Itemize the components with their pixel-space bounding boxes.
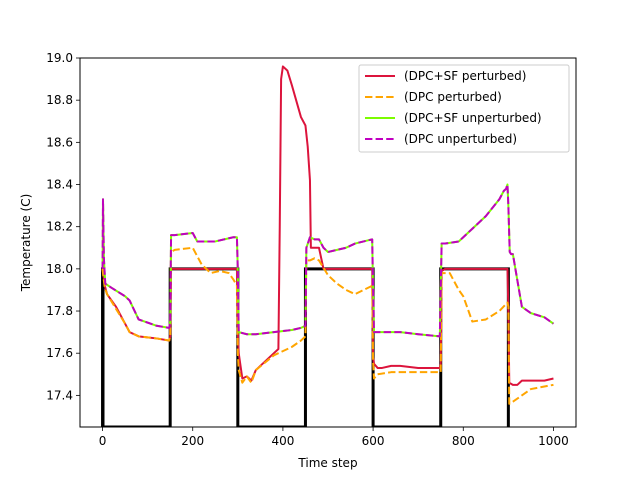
y-axis-label: Temperature (C) (19, 194, 33, 293)
legend-label: (DPC perturbed) (404, 90, 502, 104)
y-tick-label: 18.8 (46, 93, 73, 107)
legend: (DPC+SF perturbed) (DPC perturbed) (DPC+SF… (358, 64, 570, 153)
legend-label: (DPC+SF unperturbed) (404, 111, 542, 125)
legend-box (358, 64, 570, 153)
y-tick-label: 17.8 (46, 304, 73, 318)
y-axis: 17.4 17.6 17.8 18.0 18.2 18.4 18.6 18.8 19.0 (46, 51, 80, 402)
legend-label: (DPC unperturbed) (404, 132, 517, 146)
x-axis: 0 200 400 600 800 1000 (99, 427, 569, 448)
x-tick-label: 400 (271, 434, 294, 448)
x-tick-label: 800 (452, 434, 475, 448)
y-tick-label: 18.0 (46, 262, 73, 276)
x-tick-label: 0 (99, 434, 107, 448)
x-tick-label: 200 (181, 434, 204, 448)
x-axis-label: Time step (297, 456, 357, 470)
plot-lines (101, 65, 555, 427)
y-tick-label: 19.0 (46, 51, 73, 65)
y-tick-label: 18.2 (46, 220, 73, 234)
x-tick-label: 1000 (538, 434, 569, 448)
y-tick-label: 18.4 (46, 178, 73, 192)
x-tick-label: 600 (362, 434, 385, 448)
y-tick-label: 17.6 (46, 346, 73, 360)
y-tick-label: 17.4 (46, 388, 73, 402)
plot-frame (79, 57, 577, 428)
legend-label: (DPC+SF perturbed) (404, 69, 526, 83)
y-tick-label: 18.6 (46, 135, 73, 149)
series-line-4 (101, 183, 555, 338)
series-line-2 (101, 246, 554, 405)
